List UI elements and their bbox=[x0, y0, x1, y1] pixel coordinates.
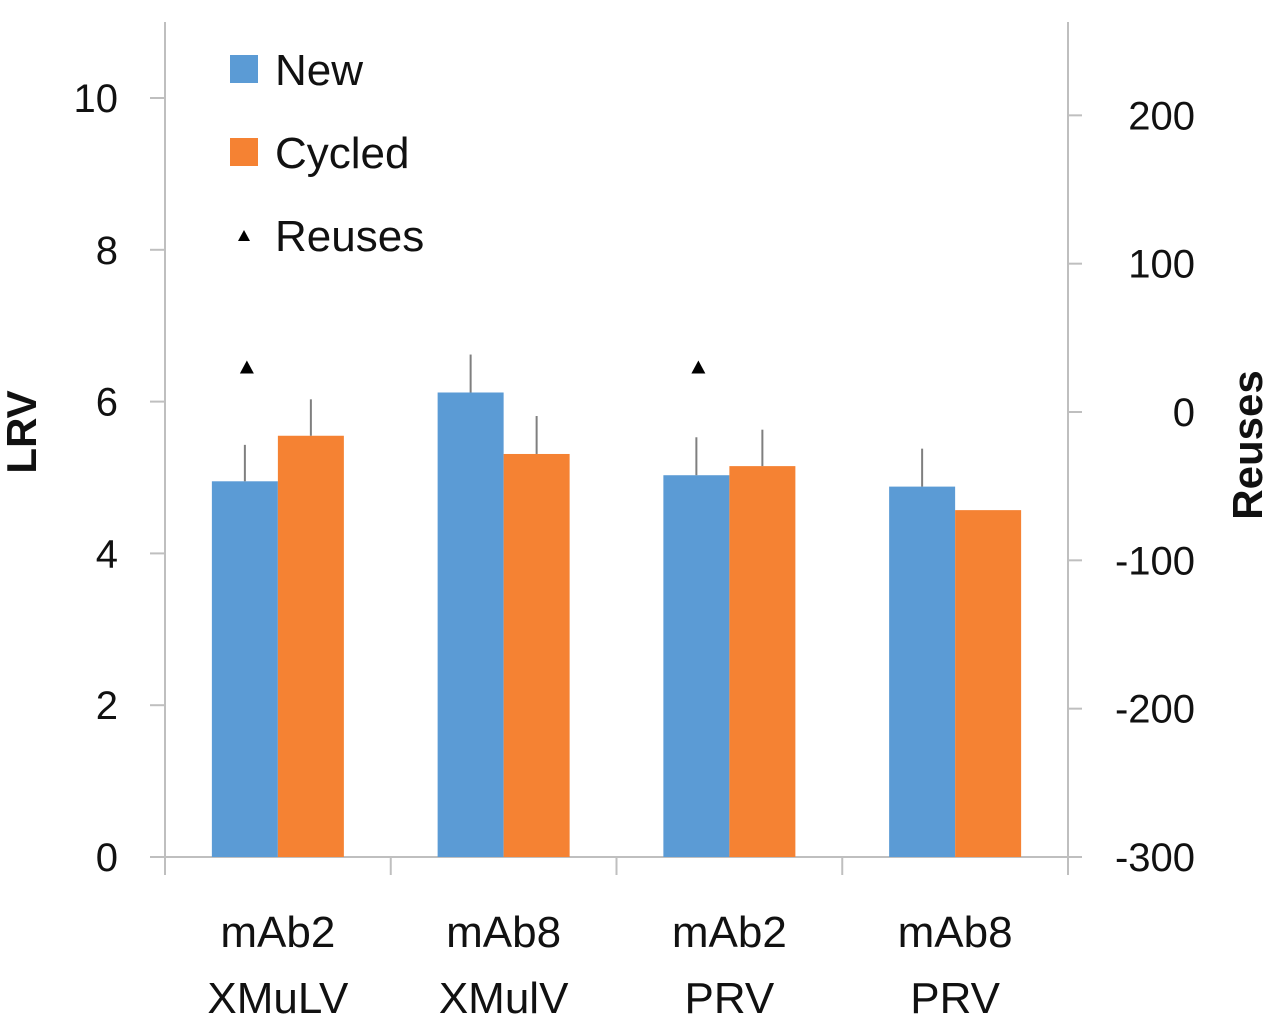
bar-new bbox=[663, 475, 730, 857]
bar-new bbox=[437, 392, 504, 857]
x-tick-label: PRV bbox=[910, 974, 1000, 1023]
reuse-marker bbox=[239, 360, 254, 374]
bar-cycled bbox=[955, 510, 1022, 857]
y2-axis-title: Reuses bbox=[1224, 370, 1271, 519]
bar-new bbox=[211, 481, 278, 857]
legend-marker-reuses bbox=[238, 230, 250, 241]
legend-label: Reuses bbox=[275, 212, 424, 261]
x-tick-label: XMuLV bbox=[207, 974, 349, 1023]
reuse-markers bbox=[239, 360, 706, 374]
bar-new bbox=[889, 486, 956, 857]
x-tick-label: PRV bbox=[685, 974, 775, 1023]
x-tick-label: mAb2 bbox=[672, 908, 787, 957]
y-axis-title: LRV bbox=[0, 390, 45, 473]
bar-cycled bbox=[729, 466, 796, 857]
y2-tick-label: 200 bbox=[1128, 94, 1195, 138]
legend-swatch-cycled bbox=[230, 138, 258, 166]
y-tick-label: 10 bbox=[74, 77, 119, 121]
y2-tick-label: 0 bbox=[1173, 391, 1195, 435]
y2-tick-label: -100 bbox=[1115, 539, 1195, 583]
y2-tick-label: 100 bbox=[1128, 243, 1195, 287]
legend-swatch-new bbox=[230, 55, 258, 83]
legend: New Cycled Reuses bbox=[230, 46, 424, 261]
y-tick-label: 2 bbox=[96, 684, 118, 728]
y-tick-label: 0 bbox=[96, 836, 118, 880]
bars bbox=[211, 354, 1022, 857]
legend-label: Cycled bbox=[275, 129, 410, 178]
bar-cycled bbox=[277, 435, 344, 857]
y-tick-label: 8 bbox=[96, 229, 118, 273]
y-tick-label: 6 bbox=[96, 381, 118, 425]
legend-label: New bbox=[275, 46, 363, 95]
x-tick-label: XMulV bbox=[439, 974, 569, 1023]
x-tick-label: mAb2 bbox=[220, 908, 335, 957]
y-tick-label: 4 bbox=[96, 532, 118, 576]
x-tick-label: mAb8 bbox=[446, 908, 561, 957]
y2-tick-label: -300 bbox=[1115, 836, 1195, 880]
x-tick-label: mAb8 bbox=[898, 908, 1013, 957]
reuse-marker bbox=[691, 360, 706, 374]
y2-tick-label: -200 bbox=[1115, 688, 1195, 732]
bar-cycled bbox=[503, 453, 570, 857]
